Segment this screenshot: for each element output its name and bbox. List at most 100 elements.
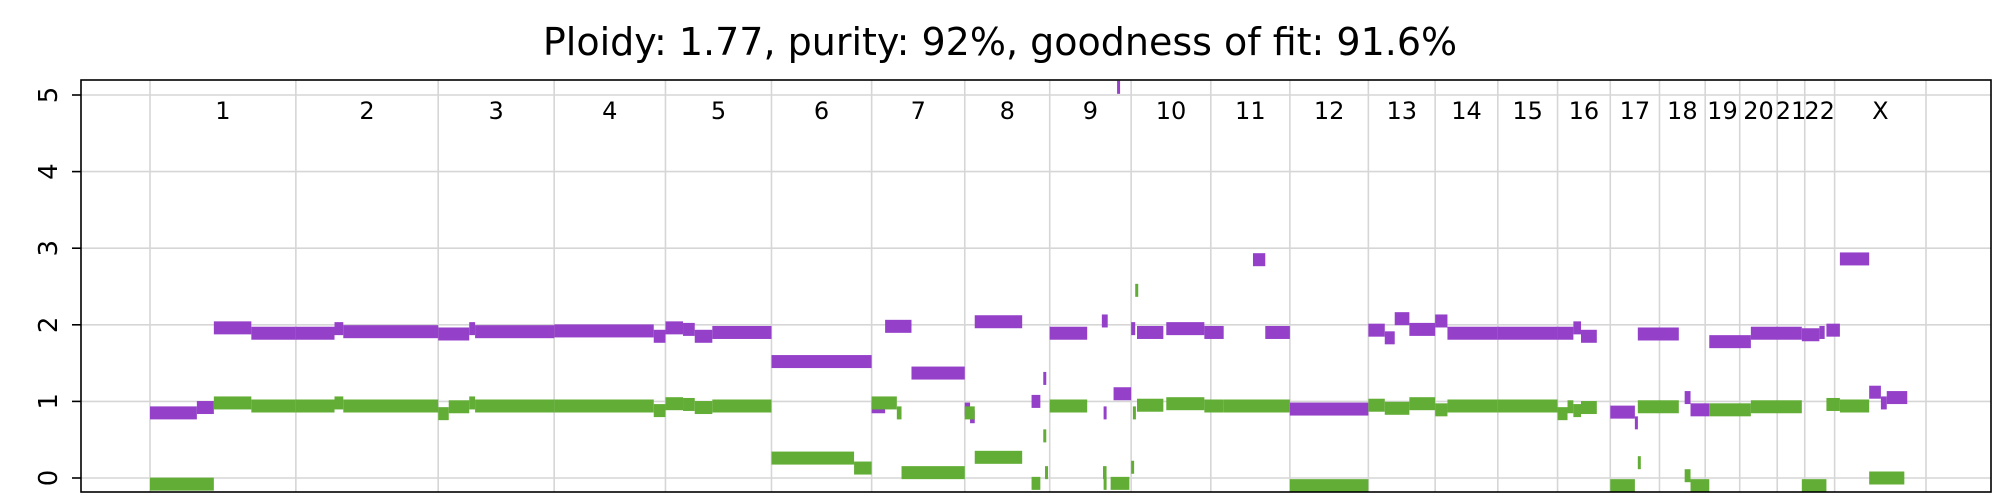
- minor-cn-segment: [1801, 479, 1827, 493]
- total-cn-segment: [1204, 325, 1224, 339]
- chromosome-label: 14: [1451, 97, 1482, 125]
- total-cn-segment: [554, 324, 654, 338]
- minor-cn-segment: [964, 406, 975, 420]
- minor-cn-segment: [438, 407, 449, 421]
- y-tick-label: 0: [34, 470, 64, 487]
- minor-cn-segment: [554, 399, 654, 413]
- minor-cn-segment: [1103, 476, 1107, 490]
- total-cn-segment: [1886, 391, 1908, 405]
- minor-cn-segment: [213, 396, 252, 410]
- minor-cn-segment: [1049, 399, 1088, 413]
- minor-cn-segment: [334, 396, 344, 410]
- total-cn-segment: [885, 319, 912, 333]
- total-cn-segment: [343, 325, 439, 339]
- chromosome-label: 10: [1156, 97, 1187, 125]
- total-cn-segment: [1684, 391, 1691, 405]
- total-cn-segment: [150, 406, 197, 420]
- minor-cn-segment: [251, 399, 296, 413]
- chromosome-label: 20: [1743, 97, 1774, 125]
- total-cn-segment: [1826, 323, 1840, 337]
- minor-cn-segment: [771, 451, 855, 465]
- total-cn-segment: [1497, 326, 1558, 340]
- y-tick-label: 1: [34, 393, 64, 410]
- total-cn-segment: [469, 322, 476, 336]
- minor-cn-segment: [1136, 398, 1164, 412]
- chromosome-label: 16: [1569, 97, 1600, 125]
- minor-cn-segment: [1204, 399, 1224, 413]
- minor-cn-segment: [469, 396, 476, 410]
- minor-cn-segment: [1031, 476, 1041, 490]
- total-cn-segment: [1690, 403, 1710, 417]
- total-cn-segment: [1043, 371, 1047, 385]
- minor-cn-segment: [1690, 479, 1710, 493]
- minor-cn-segment: [1223, 399, 1290, 413]
- total-cn-segment: [1252, 253, 1266, 267]
- total-cn-segment: [974, 315, 1023, 329]
- minor-cn-segment: [1110, 476, 1130, 490]
- minor-cn-segment: [653, 404, 666, 418]
- minor-cn-segment: [1447, 399, 1498, 413]
- chromosome-label: 18: [1667, 97, 1698, 125]
- total-cn-segment: [1819, 325, 1825, 339]
- chromosome-label: 19: [1707, 97, 1738, 125]
- total-cn-segment: [1394, 312, 1410, 326]
- minor-cn-segment: [1750, 400, 1802, 414]
- total-cn-segment: [1801, 328, 1820, 342]
- minor-cn-segment: [1103, 466, 1107, 480]
- total-cn-segment: [196, 401, 214, 415]
- total-cn-segment: [1435, 314, 1448, 328]
- minor-cn-segment: [854, 461, 872, 475]
- minor-cn-segment: [1684, 469, 1691, 483]
- total-cn-segment: [475, 325, 555, 339]
- total-cn-segment: [1580, 329, 1597, 343]
- chromosome-label: 5: [711, 97, 726, 125]
- minor-cn-segment: [1368, 398, 1385, 412]
- chromosome-label: 7: [911, 97, 926, 125]
- minor-cn-segment: [1839, 399, 1870, 413]
- minor-cn-segment: [1637, 456, 1641, 470]
- minor-cn-segment: [901, 466, 965, 480]
- total-cn-segment: [1113, 387, 1132, 401]
- total-cn-segment: [1289, 402, 1369, 416]
- total-cn-segment: [1637, 327, 1679, 341]
- total-cn-segment: [653, 329, 666, 343]
- total-cn-segment: [213, 321, 252, 335]
- y-tick-label: 5: [34, 87, 64, 104]
- minor-cn-segment: [1869, 471, 1905, 485]
- y-tick-label: 2: [34, 317, 64, 334]
- chromosome-label: 1: [215, 97, 230, 125]
- total-cn-segment: [1610, 405, 1635, 419]
- chromosome-label: 12: [1314, 97, 1345, 125]
- chromosome-label: 11: [1235, 97, 1266, 125]
- minor-cn-segment: [896, 406, 902, 420]
- chromosome-label: 4: [602, 97, 617, 125]
- minor-cn-segment: [475, 399, 555, 413]
- chromosome-label: 15: [1512, 97, 1543, 125]
- total-cn-segment: [911, 366, 965, 380]
- chromosome-label: 17: [1620, 97, 1651, 125]
- total-cn-segment: [1573, 321, 1581, 335]
- total-cn-segment: [694, 329, 713, 343]
- total-cn-segment: [683, 322, 695, 336]
- chromosome-label: 22: [1804, 97, 1835, 125]
- segments-layer: [150, 80, 1908, 493]
- minor-cn-segment: [1384, 401, 1410, 415]
- total-cn-segment: [251, 326, 296, 340]
- minor-cn-segment: [448, 400, 470, 414]
- total-cn-segment: [295, 326, 335, 340]
- total-cn-segment: [1049, 326, 1088, 340]
- chromosome-label: 21: [1776, 97, 1807, 125]
- chromosome-label: 13: [1386, 97, 1417, 125]
- minor-cn-segment: [683, 397, 695, 411]
- total-cn-segment: [1839, 252, 1870, 266]
- total-cn-segment: [1103, 406, 1107, 420]
- y-axis: 0 1 2 3 4 5: [34, 87, 81, 487]
- y-tick-label: 3: [34, 240, 64, 257]
- total-cn-segment: [1557, 326, 1574, 340]
- total-cn-segment: [1409, 322, 1436, 336]
- minor-cn-segment: [150, 477, 214, 491]
- minor-cn-segment: [1573, 404, 1581, 418]
- chromosome-label: 8: [1000, 97, 1015, 125]
- minor-cn-segment: [1826, 397, 1840, 411]
